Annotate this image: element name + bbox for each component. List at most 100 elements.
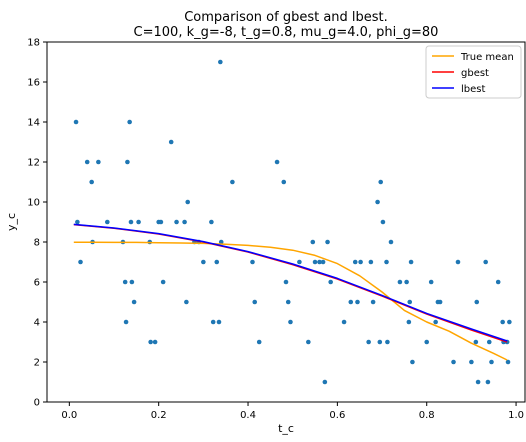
data-point xyxy=(283,279,289,285)
data-point xyxy=(505,359,511,365)
data-point xyxy=(256,339,262,345)
data-point xyxy=(306,339,311,345)
data-point xyxy=(122,279,128,285)
data-point xyxy=(437,299,443,305)
data-point xyxy=(489,359,494,365)
data-point xyxy=(218,239,224,245)
y-tick-label: 10 xyxy=(27,198,40,209)
data-point xyxy=(160,279,166,285)
y-axis-ticks: 0 2 4 6 8 10 12 14 16 18 xyxy=(27,38,47,409)
data-point xyxy=(370,299,376,305)
data-point xyxy=(123,319,129,325)
data-point xyxy=(285,299,291,305)
y-tick-label: 0 xyxy=(34,398,40,409)
y-tick-label: 8 xyxy=(34,238,40,249)
y-tick-label: 6 xyxy=(34,278,40,289)
data-point xyxy=(317,259,322,265)
data-point xyxy=(250,259,255,265)
data-point xyxy=(410,359,415,365)
data-point xyxy=(428,279,434,285)
data-point xyxy=(73,119,79,125)
data-point xyxy=(148,339,153,345)
data-point xyxy=(281,179,287,185)
series-line-lbest xyxy=(73,223,508,342)
data-point xyxy=(131,299,137,305)
data-point xyxy=(128,219,134,225)
y-tick-label: 16 xyxy=(27,78,40,89)
data-point xyxy=(310,239,316,245)
data-point xyxy=(500,319,505,325)
data-point xyxy=(174,219,179,225)
data-point xyxy=(230,179,235,185)
data-point xyxy=(485,379,491,385)
data-point xyxy=(424,339,430,345)
data-point xyxy=(218,59,223,65)
data-point xyxy=(129,279,135,285)
data-point xyxy=(384,259,389,265)
data-point xyxy=(341,319,347,325)
series-line-true-mean xyxy=(73,241,508,361)
data-point xyxy=(214,259,220,265)
data-point xyxy=(469,359,474,365)
chart-title-line2: C=100, k_g=-8, t_g=0.8, mu_g=4.0, phi_g=… xyxy=(134,25,439,40)
data-point xyxy=(297,259,302,265)
data-point xyxy=(377,339,383,345)
y-axis-label: y_c xyxy=(5,213,18,231)
chart-title-line1: Comparison of gbest and lbest. xyxy=(184,10,388,25)
x-tick-label: 0.2 xyxy=(151,410,167,421)
data-point xyxy=(325,239,330,245)
data-point xyxy=(210,319,216,325)
data-point xyxy=(328,279,333,285)
x-tick-label: 1.0 xyxy=(508,410,524,421)
data-point xyxy=(158,219,164,225)
plot-frame xyxy=(46,41,526,403)
data-point xyxy=(252,299,258,305)
data-point xyxy=(184,299,189,305)
data-point xyxy=(168,139,174,145)
data-point xyxy=(366,339,371,345)
data-point xyxy=(380,219,386,225)
data-point xyxy=(312,259,318,265)
y-tick-label: 18 xyxy=(27,38,40,49)
legend-label-lbest: lbest xyxy=(461,84,485,95)
data-point xyxy=(408,259,414,265)
data-point xyxy=(78,259,83,265)
data-point xyxy=(473,339,479,345)
data-point xyxy=(105,219,110,225)
plot-marks xyxy=(73,59,512,385)
data-point xyxy=(368,259,374,265)
data-point xyxy=(407,299,413,305)
data-point xyxy=(388,239,394,245)
data-point xyxy=(385,339,390,345)
data-point xyxy=(433,319,438,325)
data-point xyxy=(455,259,461,265)
data-point xyxy=(84,159,90,165)
data-point xyxy=(486,339,492,345)
y-tick-label: 14 xyxy=(27,118,40,129)
data-point xyxy=(358,259,363,265)
data-point xyxy=(451,359,456,365)
data-point xyxy=(209,219,214,225)
data-point xyxy=(89,179,94,185)
data-point xyxy=(136,219,141,225)
data-point xyxy=(201,259,206,265)
data-point xyxy=(507,319,512,325)
x-tick-label: 0.4 xyxy=(240,410,256,421)
legend: True mean gbest lbest xyxy=(425,45,522,99)
y-tick-label: 2 xyxy=(34,358,40,369)
x-axis-ticks: 0.0 0.2 0.4 0.6 0.8 1.0 xyxy=(61,402,524,421)
data-point xyxy=(406,319,412,325)
legend-box xyxy=(425,45,522,99)
data-point xyxy=(322,379,328,385)
x-axis-label: t_c xyxy=(278,422,294,435)
legend-label-true-mean: True mean xyxy=(460,52,514,63)
data-point xyxy=(96,159,101,165)
data-point xyxy=(320,259,326,265)
data-point xyxy=(375,199,380,205)
data-point xyxy=(475,379,481,385)
data-point xyxy=(352,259,358,265)
data-point xyxy=(483,259,488,265)
data-point xyxy=(182,219,187,225)
